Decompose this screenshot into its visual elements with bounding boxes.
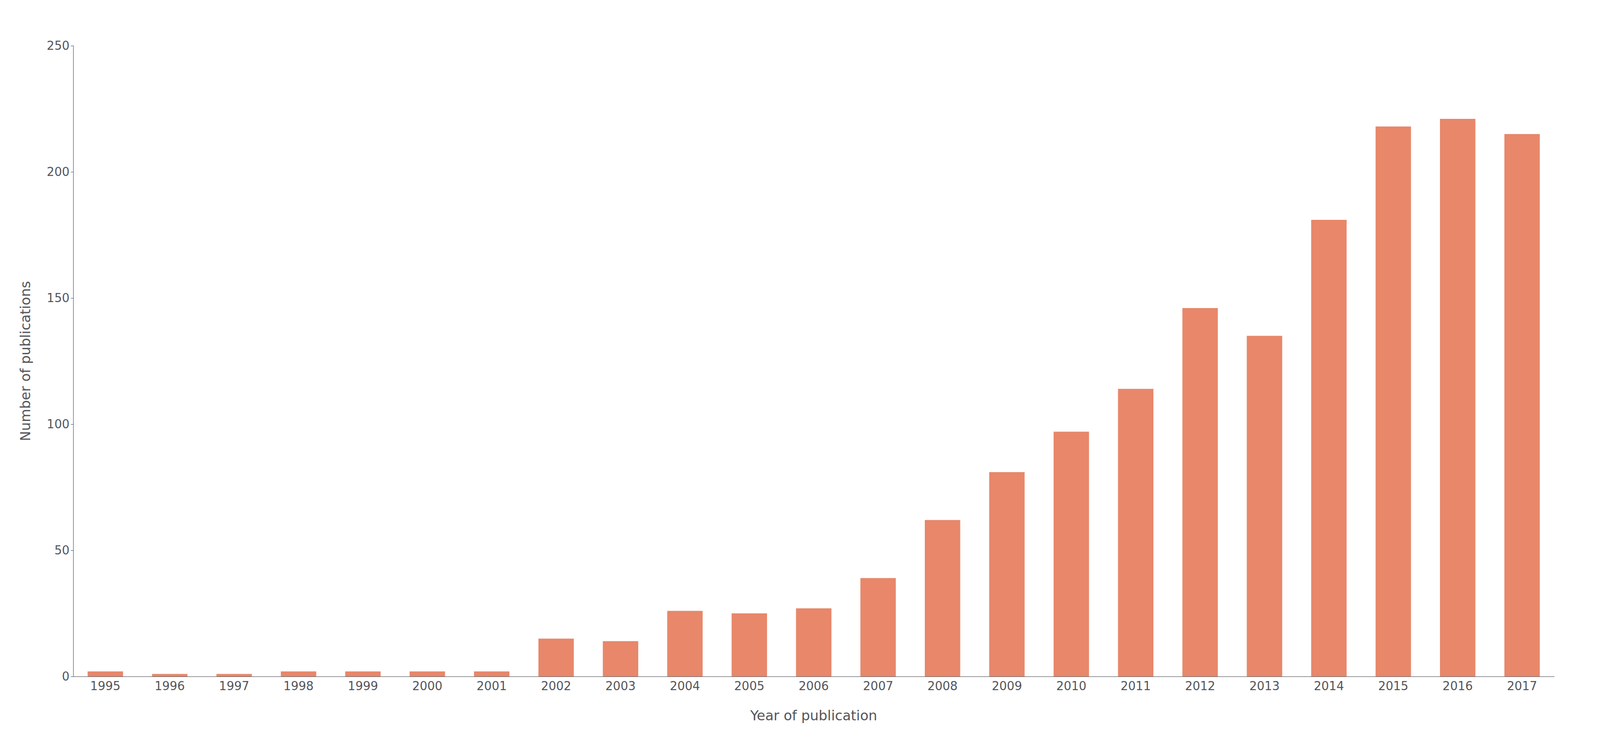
svg-text:1998: 1998 <box>283 679 314 694</box>
svg-text:1995: 1995 <box>90 679 121 694</box>
svg-text:2009: 2009 <box>992 679 1023 694</box>
svg-text:1997: 1997 <box>218 679 250 694</box>
svg-text:0: 0 <box>61 669 70 684</box>
svg-text:1996: 1996 <box>154 679 185 694</box>
svg-text:2014: 2014 <box>1313 679 1344 694</box>
svg-text:2002: 2002 <box>540 679 571 694</box>
svg-text:2001: 2001 <box>476 679 507 694</box>
svg-text:50: 50 <box>54 543 70 558</box>
svg-text:2010: 2010 <box>1056 679 1087 694</box>
svg-text:2007: 2007 <box>863 679 894 694</box>
svg-text:200: 200 <box>46 165 70 179</box>
svg-text:2004: 2004 <box>669 679 700 694</box>
svg-text:Year of publication: Year of publication <box>749 707 878 724</box>
svg-text:100: 100 <box>46 417 70 432</box>
svg-text:2013: 2013 <box>1249 679 1280 694</box>
svg-text:2011: 2011 <box>1120 679 1151 694</box>
svg-text:2005: 2005 <box>734 679 765 694</box>
svg-text:2016: 2016 <box>1442 679 1473 694</box>
svg-text:250: 250 <box>46 38 70 53</box>
svg-text:2000: 2000 <box>412 679 443 694</box>
svg-text:Number of publications: Number of publications <box>17 281 34 442</box>
svg-text:2015: 2015 <box>1378 679 1409 694</box>
svg-text:2003: 2003 <box>605 679 636 694</box>
svg-text:2006: 2006 <box>798 679 829 694</box>
svg-text:150: 150 <box>46 291 70 305</box>
svg-text:2008: 2008 <box>927 679 958 694</box>
svg-text:2017: 2017 <box>1506 679 1537 694</box>
svg-text:1999: 1999 <box>347 679 379 694</box>
svg-text:2012: 2012 <box>1184 679 1216 694</box>
